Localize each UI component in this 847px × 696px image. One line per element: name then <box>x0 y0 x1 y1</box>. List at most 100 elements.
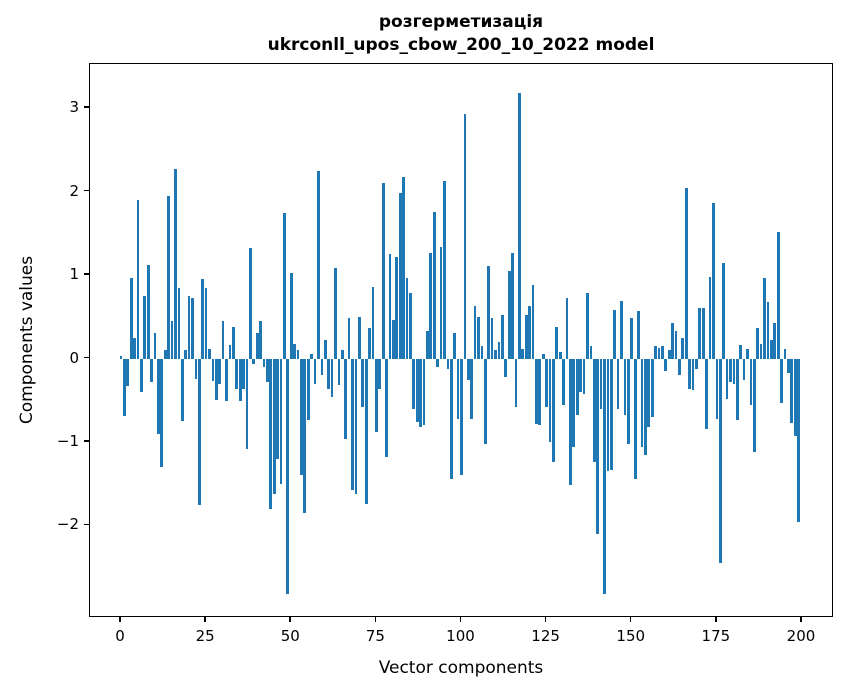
bar <box>637 310 640 359</box>
bar <box>579 358 583 392</box>
bar <box>783 349 787 359</box>
x-tick-label: 125 <box>531 627 560 645</box>
bar <box>664 358 668 372</box>
bar <box>429 252 433 359</box>
x-tick-label: 100 <box>446 627 475 645</box>
bar <box>487 265 491 359</box>
bar <box>633 358 637 479</box>
x-tick-mark <box>544 617 547 622</box>
bar <box>463 114 467 359</box>
bar <box>235 358 239 389</box>
bar <box>599 358 603 409</box>
bar <box>419 358 422 427</box>
bar <box>647 358 651 427</box>
bar <box>671 323 674 359</box>
x-tick-mark <box>119 617 121 622</box>
bar <box>640 358 644 447</box>
bar <box>732 358 736 384</box>
bar <box>228 345 232 359</box>
bar <box>146 265 150 359</box>
bar <box>449 358 453 480</box>
bar <box>735 358 739 421</box>
bar <box>701 308 705 359</box>
x-tick-label: 175 <box>701 627 731 645</box>
bar <box>776 231 780 359</box>
bar <box>364 358 368 504</box>
y-tick-mark <box>84 356 89 359</box>
bar <box>569 358 572 486</box>
bar <box>548 358 552 442</box>
bar <box>626 358 630 444</box>
bar <box>357 316 361 359</box>
bar <box>242 358 245 389</box>
y-tick-mark <box>84 440 89 442</box>
x-tick-label: 50 <box>280 627 300 645</box>
bar <box>483 358 487 444</box>
bar <box>177 287 181 359</box>
y-tick-label: −2 <box>56 515 79 534</box>
bar <box>443 180 446 359</box>
bar <box>415 358 419 422</box>
bar <box>187 295 191 359</box>
bar <box>259 320 262 359</box>
x-tick-mark <box>374 617 377 622</box>
bar <box>194 358 198 380</box>
x-tick-mark <box>289 617 291 622</box>
bar <box>388 254 392 359</box>
bar <box>756 328 760 359</box>
bar <box>514 358 518 407</box>
bar <box>201 279 205 359</box>
bar <box>609 358 613 471</box>
x-tick-label: 200 <box>786 627 816 645</box>
bar <box>712 202 715 359</box>
bar <box>575 358 579 416</box>
bar <box>698 308 702 359</box>
bar <box>286 358 290 594</box>
bar <box>306 358 310 421</box>
bar <box>603 358 606 594</box>
y-tick-mark <box>84 189 89 192</box>
bar <box>276 358 279 459</box>
bar <box>688 358 691 389</box>
bar <box>157 358 160 434</box>
bar <box>562 358 565 406</box>
bar <box>405 278 409 359</box>
y-tick-label: −1 <box>56 431 79 450</box>
bar <box>197 358 201 505</box>
bar <box>344 358 348 439</box>
bar <box>123 358 126 417</box>
bar <box>426 330 429 359</box>
bar <box>705 358 708 429</box>
bar <box>630 317 634 359</box>
bar <box>572 358 576 447</box>
bar <box>460 358 463 476</box>
bar <box>174 169 177 359</box>
bar <box>422 358 426 426</box>
bar <box>528 305 531 359</box>
bar <box>657 347 661 359</box>
bar <box>511 253 514 359</box>
x-tick-label: 0 <box>115 627 125 645</box>
x-tick-label: 150 <box>616 627 646 645</box>
bar <box>797 358 800 523</box>
bar <box>218 358 222 384</box>
bar <box>650 358 654 417</box>
bar <box>272 358 276 494</box>
bar <box>351 358 354 491</box>
x-tick-label: 75 <box>365 627 385 645</box>
bar <box>167 195 170 359</box>
bar <box>409 293 412 359</box>
bar <box>749 358 753 406</box>
bar <box>153 333 157 359</box>
bar <box>623 358 627 416</box>
bar <box>191 298 194 359</box>
bar <box>313 358 317 384</box>
bar <box>453 332 457 359</box>
bar <box>119 356 123 359</box>
bar <box>170 320 174 359</box>
bar <box>327 358 331 389</box>
x-axis-label: Vector components <box>378 658 544 678</box>
bar <box>684 188 688 359</box>
bar <box>249 248 252 359</box>
y-tick-label: 3 <box>69 98 79 117</box>
